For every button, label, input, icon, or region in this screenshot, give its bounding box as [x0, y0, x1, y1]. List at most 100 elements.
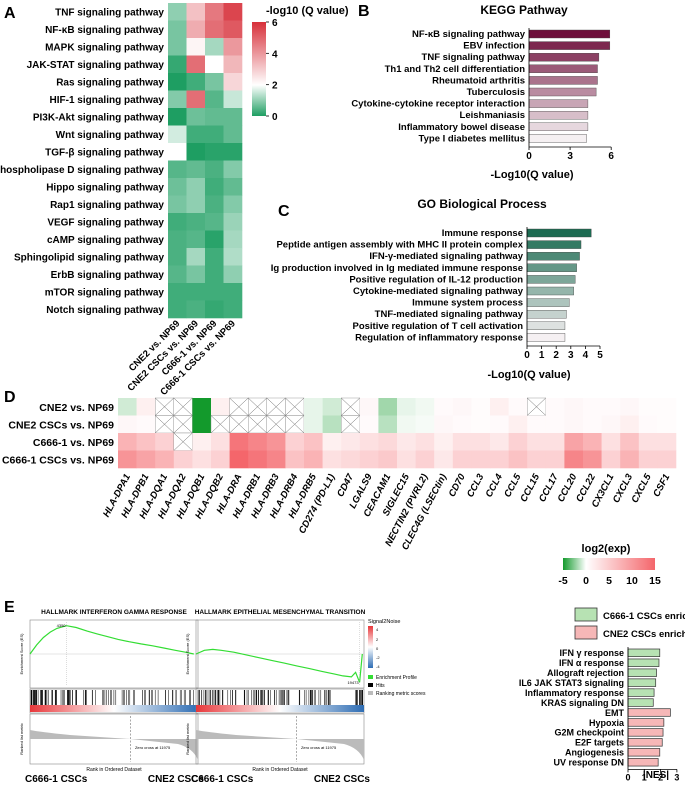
heatmap-a-cell [223, 265, 243, 284]
bar-ig-production-involved-in-ig-mediated-immune-response [526, 263, 577, 272]
heatmap-a-cell [186, 3, 206, 21]
bar-label: Immune response [442, 228, 523, 239]
heatmap-d-cell [527, 450, 547, 469]
heatmap-d-cell [564, 415, 584, 434]
heatmap-a-cell [223, 90, 243, 109]
heatmap-a-cell [168, 178, 187, 196]
heatmap-d-cell [415, 415, 435, 434]
bar-rheumatoid-arthritis [528, 76, 598, 85]
nes-bar-label: IFN α response [559, 658, 624, 668]
panel-a-heatmap: TNF signaling pathway NF-κB signaling pat… [0, 3, 349, 398]
heatmap-d-cross [173, 415, 193, 434]
nes-bar-inflammatory-response [627, 688, 655, 697]
heatmap-d-cell [155, 433, 175, 451]
nes-bar-label: Allograft rejection [547, 668, 624, 678]
heatmap-a-cell [205, 160, 224, 179]
bar-label: EBV infection [463, 41, 525, 52]
heatmap-a-cell [168, 300, 187, 319]
colorbar-a-tick-label: 6 [272, 18, 278, 29]
gsea-title: HALLMARK EPITHELIAL MESENCHYMAL TRANSITI… [195, 609, 366, 616]
gsea-rank-colorbar [30, 705, 198, 712]
bar-label: Tuberculosis [467, 87, 525, 98]
gsea-enrichment-curve [195, 648, 363, 683]
colorbar-a-tick-label: 2 [272, 81, 278, 92]
gsea-es-ylabel: Enrichment Score (ES) [185, 633, 190, 675]
heatmap-a-cell [205, 230, 224, 249]
heatmap-a-cell [186, 195, 206, 214]
x-tick-label: 0 [526, 151, 532, 162]
nes-bar-label: Inflammatory response [525, 688, 624, 698]
gsea-enrichment-curve [29, 625, 194, 655]
nes-bar-g2m-checkpoint [627, 728, 664, 737]
signal-tick-3: -2 [376, 655, 380, 660]
gsea-zero-cross-label: Zero cross at 11975 [135, 745, 171, 750]
nes-bar-allograft-rejection [627, 668, 657, 677]
heatmap-d-cell [434, 450, 454, 469]
gsea-rank-colorbar [196, 705, 364, 712]
heatmap-d-cell [657, 433, 677, 451]
heatmap-d-cross [248, 397, 267, 416]
heatmap-a-cell [205, 143, 224, 161]
heatmap-d-cell [397, 433, 416, 451]
gsea-left-label: C666-1 CSCs [25, 774, 88, 785]
panel-c-go: GO Biological Process Immune responsePep… [271, 197, 604, 381]
legend-enrichment-profile: Enrichment Profile [376, 675, 417, 681]
heatmap-a-row-label: Notch signaling pathway [46, 305, 164, 316]
colorbar-d [563, 558, 655, 570]
x-tick-label: 3 [567, 151, 573, 162]
heatmap-d-cell [229, 433, 249, 451]
heatmap-a-cell [205, 300, 224, 319]
heatmap-d-cell [601, 450, 621, 469]
heatmap-d-cell [397, 415, 416, 434]
bar-label: Regulation of inflammatory response [355, 332, 523, 343]
heatmap-d-cell [471, 433, 491, 451]
heatmap-a-cell [186, 300, 206, 319]
bar-label: Immune system process [412, 298, 523, 309]
heatmap-a-cell [205, 283, 224, 301]
heatmap-d-cross [210, 415, 230, 434]
bar-tnf-signaling-pathway [528, 53, 600, 62]
gsea-title: HALLMARK INTERFERON GAMMA RESPONSE [41, 609, 187, 616]
legend-swatch-hits [368, 683, 373, 687]
x-tick-label: 1 [539, 350, 545, 361]
gsea-plot-emt: HALLMARK EPITHELIAL MESENCHYMAL TRANSITI… [185, 609, 370, 785]
heatmap-a-cell [223, 248, 243, 266]
bar-positive-regulation-of-t-cell-activation [526, 321, 566, 330]
heatmap-d-cell [434, 415, 454, 434]
gsea-plot-ifng: HALLMARK INTERFERON GAMMA RESPONSE Enrich… [19, 609, 204, 785]
nes-bar-chart: C666-1 CSCs enrich CNE2 CSCs enrich IFN … [519, 607, 685, 782]
heatmap-d-cell [322, 450, 342, 469]
signal2noise-scale [368, 626, 373, 668]
gsea-peak-label: 19473 [347, 680, 359, 685]
heatmap-d-cell [192, 398, 212, 416]
heatmap-a-cell [186, 73, 206, 91]
heatmap-d-cell [359, 450, 379, 469]
heatmap-a-cell [205, 55, 224, 74]
colorbar-d-label: log2(exp) [582, 543, 631, 555]
heatmap-d-cell [620, 450, 640, 469]
heatmap-d-cell [397, 450, 416, 469]
heatmap-d-cell [118, 398, 137, 416]
legend-ranking-metric: Ranking metric scores [376, 691, 426, 697]
heatmap-a-cell [168, 108, 187, 126]
heatmap-d-cell [266, 450, 286, 469]
heatmap-a-row-label: Hippo signaling pathway [46, 182, 164, 193]
gsea-legend: Signal2Noise 4 2 0 -2 -4 Enrichment Prof… [368, 619, 426, 697]
legend-c666-enrich: C666-1 CSCs enrich [603, 611, 685, 622]
bar-ebv-infection [528, 41, 611, 50]
heatmap-d-cell [471, 415, 491, 434]
heatmap-d-cell [583, 433, 602, 451]
bar-label: TNF-mediated signaling pathway [375, 309, 524, 320]
heatmap-a-cell [168, 265, 187, 284]
heatmap-a-cell [186, 265, 206, 284]
heatmap-d-cell [359, 415, 379, 434]
heatmap-a-cell [223, 125, 243, 144]
nes-bar-uv-response-dn [627, 758, 659, 767]
heatmap-d-cell [415, 398, 435, 416]
heatmap-d-cell [378, 415, 398, 434]
gsea-right-label: CNE2 CSCs [148, 774, 205, 785]
heatmap-a-cell [223, 178, 243, 196]
heatmap-d-cell [341, 433, 361, 451]
gsea-hits [30, 690, 197, 705]
heatmap-a-cell [186, 248, 206, 266]
